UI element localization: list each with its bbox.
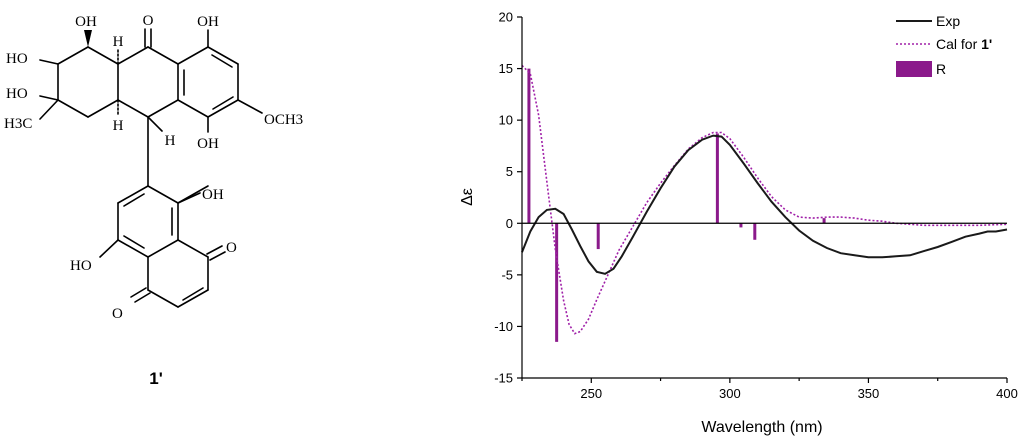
legend-label-r: R	[936, 61, 946, 77]
methoxy-label: OCH3	[264, 112, 303, 128]
chemical-structure-labels: OH O OH HO HO H H H H3C OCH3 OH OH HO O …	[4, 13, 303, 388]
x-tick-label: 300	[719, 386, 741, 401]
tick-labels: -15 -10 -5 0 5 10 15 20 250 300 350 400	[494, 10, 1018, 402]
y-tick-label: 15	[499, 61, 513, 76]
x-tick-label: 350	[858, 386, 880, 401]
plot-traces	[521, 64, 1008, 342]
quinone-o-label: O	[112, 306, 123, 322]
compound-label: 1'	[149, 369, 163, 388]
quinone-o-label: O	[226, 240, 237, 256]
oh-label: OH	[197, 14, 219, 30]
ho-label: HO	[6, 86, 28, 102]
carbonyl-o-label: O	[143, 13, 154, 29]
ho-label: HO	[70, 258, 92, 274]
x-tick-label: 250	[580, 386, 602, 401]
h-label: H	[165, 133, 176, 149]
x-tick-label: 400	[996, 386, 1018, 401]
y-tick-label: -15	[494, 371, 513, 386]
y-axis-title: Δε	[459, 188, 476, 206]
legend-swatch-r	[896, 61, 932, 77]
y-tick-label: 5	[506, 164, 513, 179]
h-label: H	[113, 118, 124, 134]
legend-label-cal: Cal for 1'	[936, 36, 992, 52]
x-axis-title: Wavelength (nm)	[701, 419, 822, 436]
calculated-ecd-curve	[521, 64, 1008, 335]
legend: Exp Cal for 1' R	[896, 13, 992, 77]
methyl-label: H3C	[4, 116, 32, 132]
oh-label: OH	[202, 187, 224, 203]
y-tick-label: 20	[499, 10, 513, 25]
experimental-ecd-curve	[521, 134, 1008, 275]
y-tick-label: -10	[494, 319, 513, 334]
y-tick-label: 0	[506, 216, 513, 231]
y-tick-label: 10	[499, 113, 513, 128]
legend-label-cal-prefix: Cal for	[936, 36, 981, 52]
chemical-structure	[39, 28, 263, 308]
ecd-chart: -15 -10 -5 0 5 10 15 20 250 300 350 400 Wavelength …	[459, 10, 1018, 437]
oh-label: OH	[75, 14, 97, 30]
legend-label-cal-compound: 1'	[981, 36, 992, 52]
y-tick-label: -5	[501, 267, 513, 282]
legend-label-exp: Exp	[936, 13, 960, 29]
ho-label: HO	[6, 51, 28, 67]
axes	[517, 16, 1008, 383]
oh-label: OH	[197, 136, 219, 152]
h-label: H	[113, 34, 124, 50]
